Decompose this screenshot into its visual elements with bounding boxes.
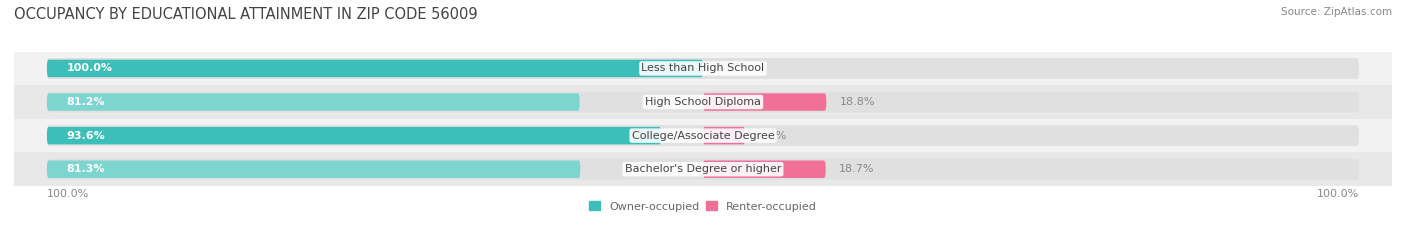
Text: 0.0%: 0.0% <box>716 63 744 73</box>
Text: Less than High School: Less than High School <box>641 63 765 73</box>
Text: 81.2%: 81.2% <box>66 97 105 107</box>
Text: 18.8%: 18.8% <box>839 97 875 107</box>
FancyBboxPatch shape <box>46 92 1360 113</box>
Text: Source: ZipAtlas.com: Source: ZipAtlas.com <box>1281 7 1392 17</box>
Text: 93.6%: 93.6% <box>66 131 105 141</box>
FancyBboxPatch shape <box>46 60 703 77</box>
FancyBboxPatch shape <box>703 127 745 144</box>
Legend: Owner-occupied, Renter-occupied: Owner-occupied, Renter-occupied <box>589 201 817 212</box>
Bar <box>14 85 1392 119</box>
FancyBboxPatch shape <box>46 125 1360 146</box>
Text: 100.0%: 100.0% <box>46 189 89 199</box>
Text: Bachelor's Degree or higher: Bachelor's Degree or higher <box>624 164 782 174</box>
Text: High School Diploma: High School Diploma <box>645 97 761 107</box>
Text: 81.3%: 81.3% <box>66 164 105 174</box>
Text: OCCUPANCY BY EDUCATIONAL ATTAINMENT IN ZIP CODE 56009: OCCUPANCY BY EDUCATIONAL ATTAINMENT IN Z… <box>14 7 478 22</box>
Text: 100.0%: 100.0% <box>1317 189 1360 199</box>
FancyBboxPatch shape <box>46 127 661 144</box>
FancyBboxPatch shape <box>46 93 579 111</box>
Text: College/Associate Degree: College/Associate Degree <box>631 131 775 141</box>
FancyBboxPatch shape <box>703 161 825 178</box>
FancyBboxPatch shape <box>46 58 1360 79</box>
Bar <box>14 52 1392 85</box>
FancyBboxPatch shape <box>46 159 1360 180</box>
Text: 100.0%: 100.0% <box>66 63 112 73</box>
Text: 18.7%: 18.7% <box>839 164 875 174</box>
FancyBboxPatch shape <box>703 93 827 111</box>
Bar <box>14 152 1392 186</box>
FancyBboxPatch shape <box>46 161 581 178</box>
Bar <box>14 119 1392 152</box>
Text: 6.4%: 6.4% <box>758 131 786 141</box>
